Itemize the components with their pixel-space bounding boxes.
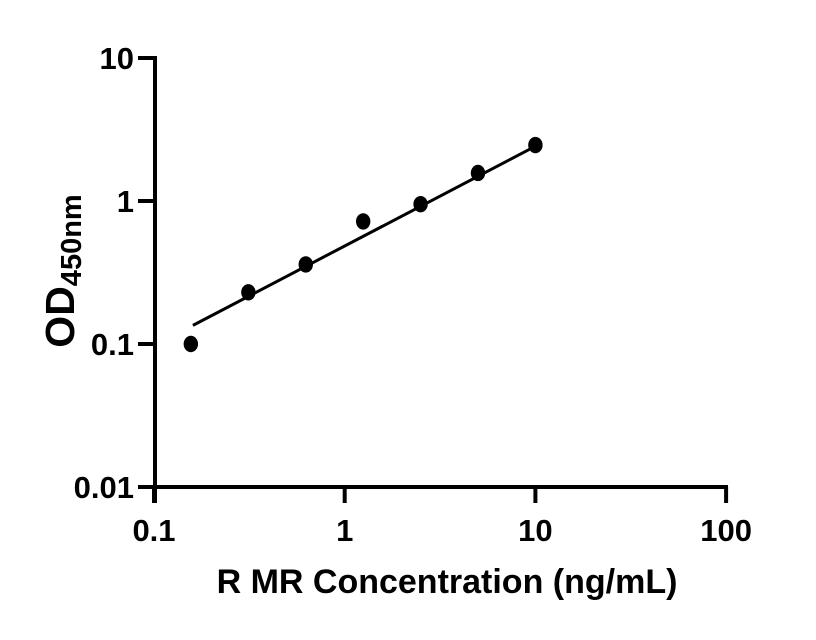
x-tick-label: 10: [518, 513, 552, 548]
y-tick-label: 1: [117, 184, 134, 219]
data-point: [355, 213, 371, 230]
y-tick-label: 0.1: [91, 327, 134, 362]
y-tick-label: 0.01: [74, 470, 134, 505]
x-tick-label: 1: [336, 513, 353, 548]
y-axis-title-subscript: 450nm: [56, 194, 88, 286]
data-point: [298, 256, 313, 273]
y-tick-label: 10: [100, 41, 134, 76]
axes-layer: 0.01 0.1 1 10 0.1 1 10 100: [74, 41, 752, 548]
x-tick-label: 100: [700, 513, 752, 548]
y-axis-title-main: OD: [37, 286, 83, 348]
data-point: [528, 136, 543, 154]
x-axis-title: R MR Concentration (ng/mL): [217, 563, 678, 601]
data-point: [183, 335, 199, 353]
data-point: [470, 164, 486, 182]
data-layer: [183, 136, 543, 353]
data-point: [241, 284, 256, 301]
data-point: [413, 195, 428, 213]
y-axis-title: OD450nm: [37, 194, 88, 347]
x-tick-label: 0.1: [132, 513, 175, 548]
